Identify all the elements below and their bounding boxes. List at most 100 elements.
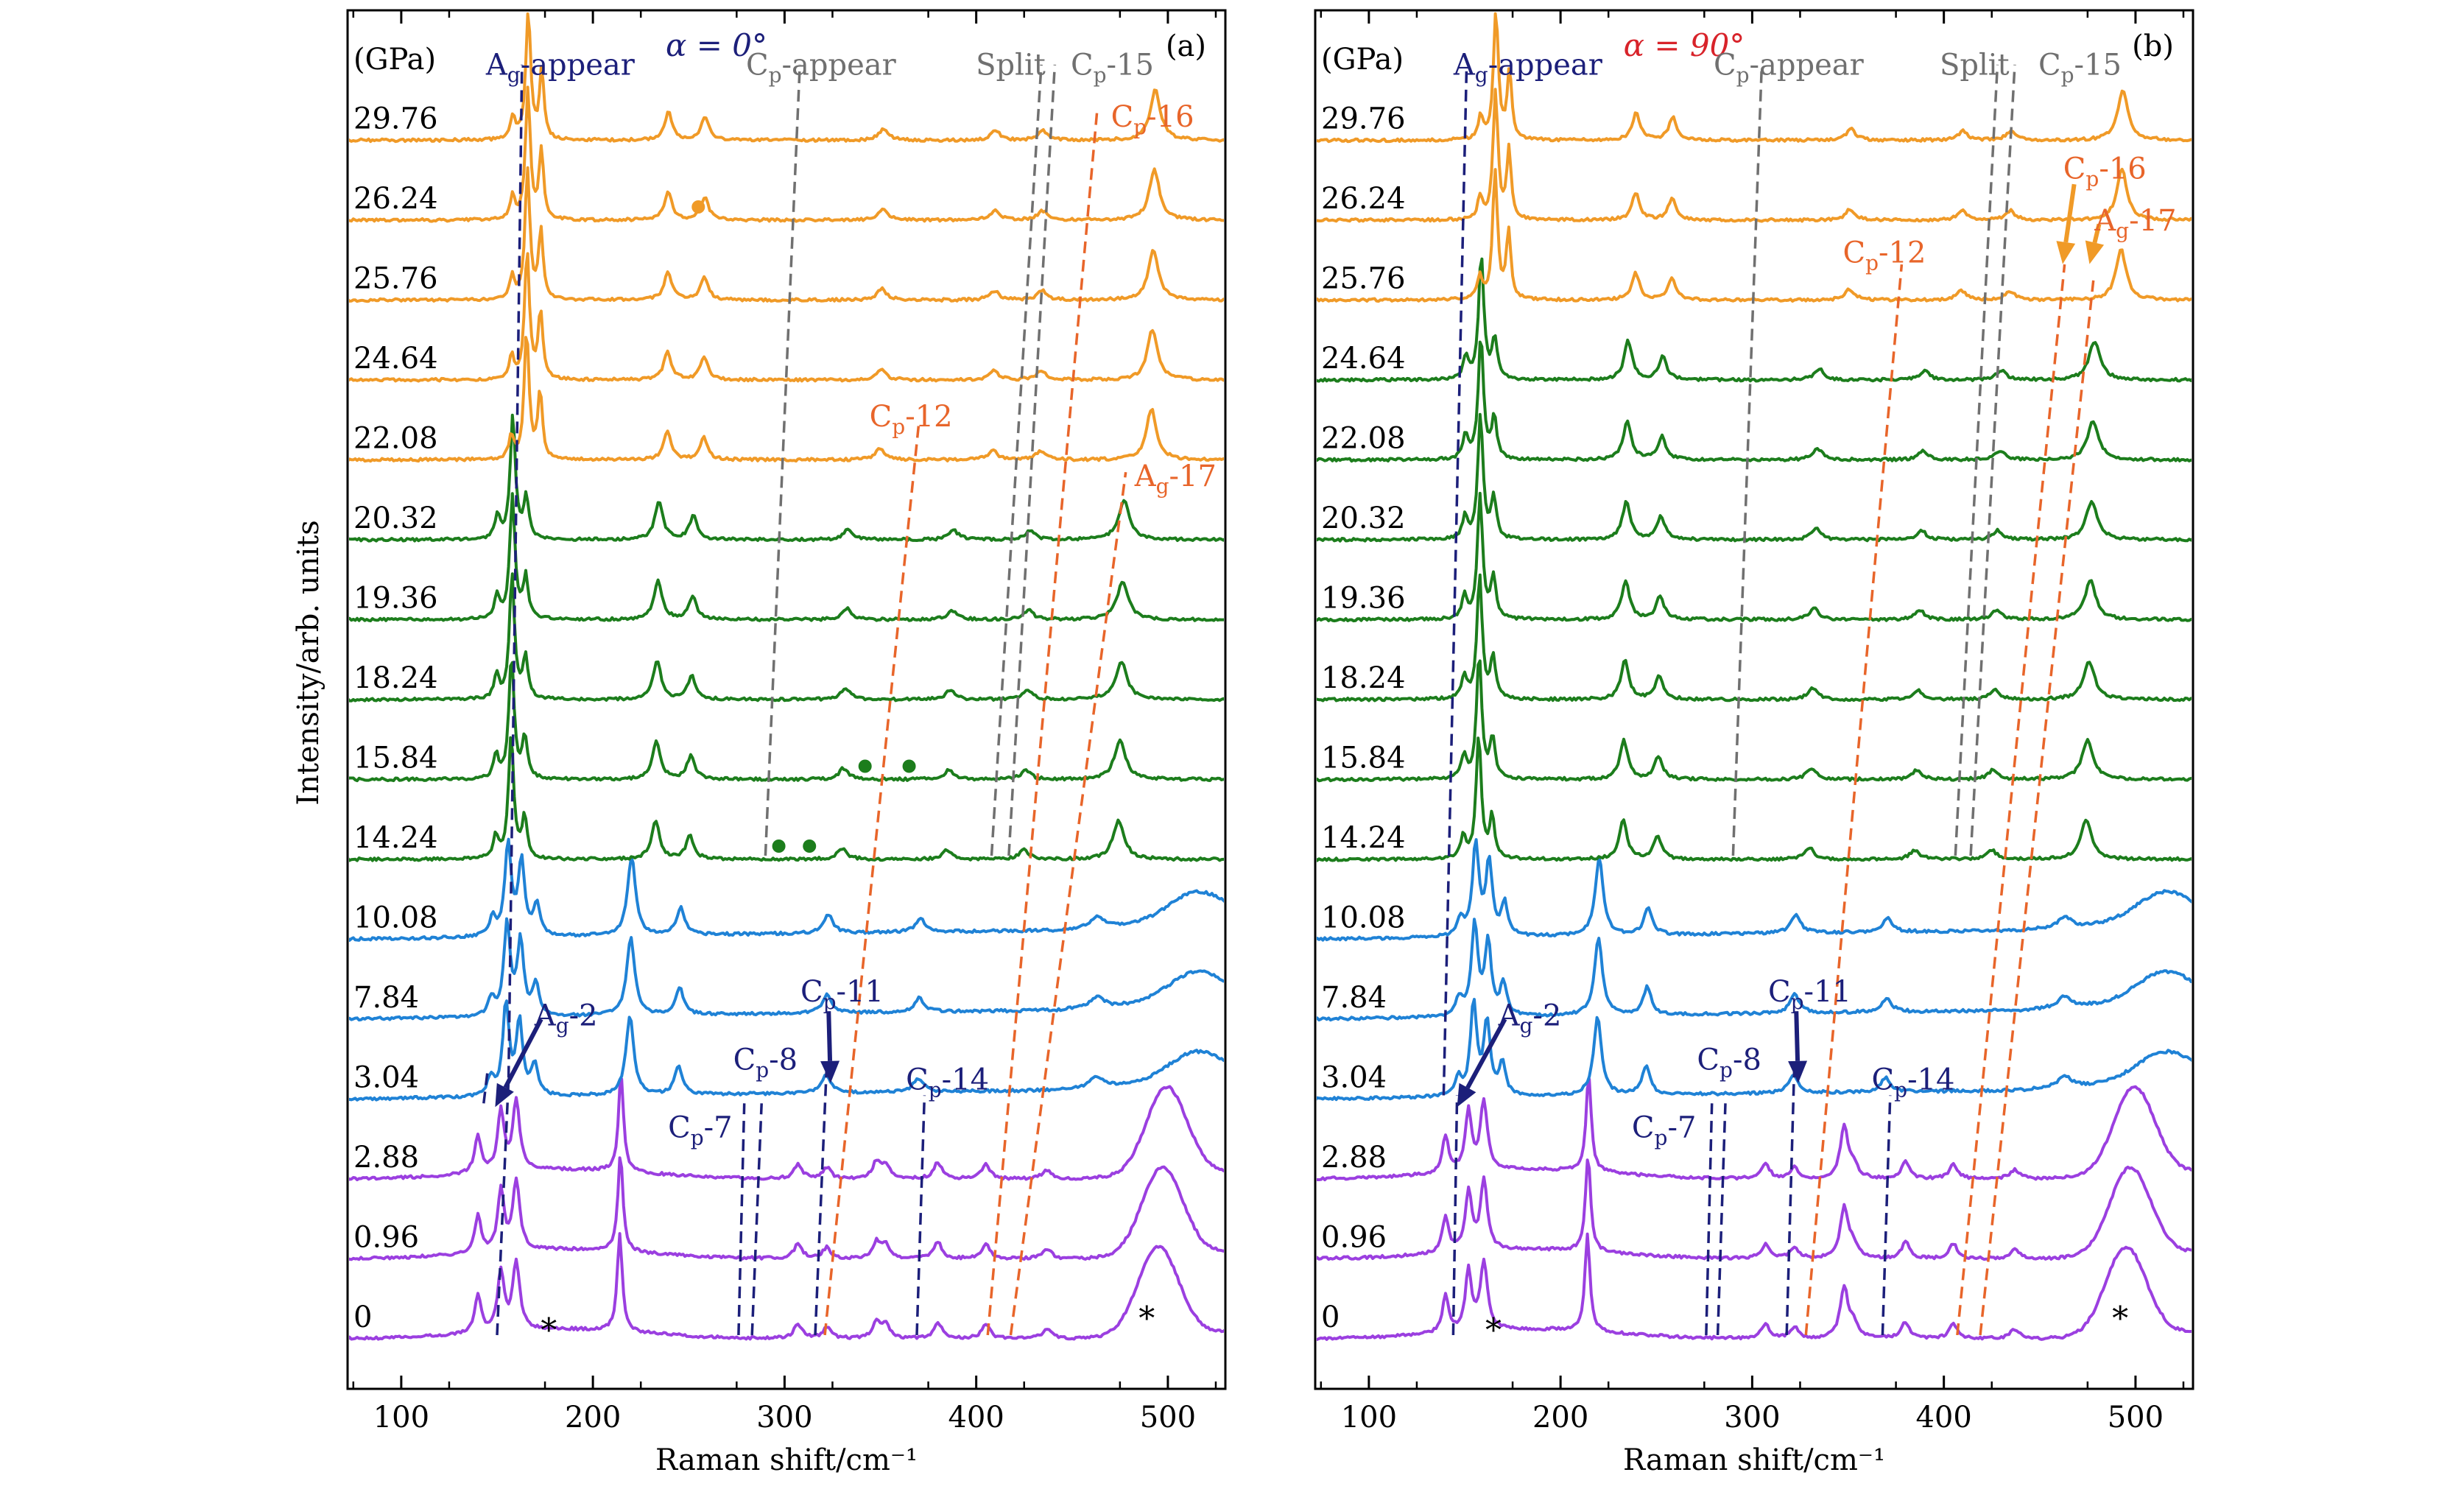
x-tick-label: 200 xyxy=(565,1401,621,1435)
spectrum-15_84 xyxy=(349,661,1224,783)
arrow-head xyxy=(820,1060,840,1083)
mode-label: Cp-16 xyxy=(1111,100,1194,139)
spectrum-14_24 xyxy=(1317,736,2192,862)
mode-guide-line xyxy=(1451,1095,1459,1336)
marker-dot xyxy=(902,759,916,773)
mode-label: Cp-8 xyxy=(733,1043,798,1082)
pressure-label: 29.76 xyxy=(1321,102,1406,136)
pressure-label: 22.08 xyxy=(353,422,438,456)
spectrum-0_96 xyxy=(1317,1158,2192,1261)
panel-b: 100 200 300 400 500 Raman shift/cm⁻¹ * * (GPa) 0 0… xyxy=(1314,9,2194,1477)
mode-label: Ag-17 xyxy=(2094,204,2176,243)
arrow-head xyxy=(1788,1060,1808,1083)
mode-label: Cp-appear xyxy=(1714,48,1865,87)
mode-guide-line xyxy=(1954,64,1999,856)
spectrum-0_96 xyxy=(349,1156,1224,1261)
pressure-label: 3.04 xyxy=(1321,1061,1387,1095)
mode-label: Cp-7 xyxy=(1632,1110,1697,1150)
pressure-label: 26.24 xyxy=(1321,182,1406,216)
spectrum-3_04 xyxy=(349,999,1224,1102)
spectrum-22_08 xyxy=(1317,340,2192,463)
panel-tag: (a) xyxy=(1166,29,1206,63)
spectrum-18_24 xyxy=(1317,573,2192,703)
pressure-label: 10.08 xyxy=(1321,901,1406,935)
mode-label: Cp-appear xyxy=(746,48,897,87)
star-marker: * xyxy=(1138,1300,1155,1337)
panel-a: 100 200 300 400 500 Raman shift/cm⁻¹ * * (GPa) 0 0… xyxy=(346,9,1227,1477)
x-tick-label: 400 xyxy=(948,1401,1004,1435)
panel-tag: (b) xyxy=(2132,29,2174,63)
pressure-label: 14.24 xyxy=(1321,821,1406,855)
x-tick-label: 100 xyxy=(373,1401,429,1435)
x-axis-label: Raman shift/cm⁻¹ xyxy=(655,1443,918,1477)
spectrum-22_08 xyxy=(349,336,1224,463)
spectrum-24_64 xyxy=(1317,257,2192,383)
spectrum-2_88 xyxy=(1317,1077,2192,1182)
mode-guide-line xyxy=(1804,264,1904,1336)
pressure-label: 14.24 xyxy=(353,821,438,855)
arrow-head xyxy=(2056,241,2076,264)
pressure-label: 7.84 xyxy=(353,981,419,1015)
spectrum-0 xyxy=(1317,1232,2192,1341)
arrow-shaft xyxy=(1794,1011,1801,1061)
pressure-label: 15.84 xyxy=(1321,742,1406,775)
mode-guide-line xyxy=(1979,280,2095,1336)
arrow-shaft xyxy=(826,1011,833,1061)
pressure-label: 24.64 xyxy=(353,342,438,376)
plot-frame xyxy=(346,9,1227,1390)
star-marker: * xyxy=(2112,1300,2128,1337)
mode-guide-line xyxy=(1007,64,1057,856)
mode-guide-line xyxy=(1969,64,2016,856)
spectrum-10_08 xyxy=(349,837,1224,942)
mode-guide-line xyxy=(1705,1103,1714,1336)
pressure-label: 0.96 xyxy=(353,1221,419,1255)
pressure-label: 7.84 xyxy=(1321,981,1387,1015)
mode-label: Cp-11 xyxy=(800,975,884,1014)
pressure-label: 20.32 xyxy=(353,501,438,535)
marker-dot xyxy=(691,200,705,214)
star-marker: * xyxy=(1485,1312,1502,1350)
arrow-shaft xyxy=(2092,223,2102,244)
mode-label: Cp-11 xyxy=(1768,975,1851,1014)
spectrum-15_84 xyxy=(1317,659,2192,783)
mode-guide-line xyxy=(750,1103,763,1336)
x-tick-label: 300 xyxy=(756,1401,812,1435)
arrow-head xyxy=(2085,240,2105,264)
mode-guide-line xyxy=(1785,1063,1796,1336)
spectrum-10_08 xyxy=(1317,838,2192,942)
pressure-label: 2.88 xyxy=(353,1141,419,1175)
marker-dot xyxy=(803,839,817,853)
pressure-label: 3.04 xyxy=(353,1061,419,1095)
arrow-shaft xyxy=(1465,1018,1507,1089)
plot-area xyxy=(349,12,1224,1341)
pressure-label: 20.32 xyxy=(1321,501,1406,535)
mode-label: Ag-2 xyxy=(1498,999,1562,1038)
mode-label: Cp-16 xyxy=(2063,152,2147,191)
pressure-label: 0 xyxy=(353,1300,372,1334)
mode-guide-line xyxy=(915,1095,926,1336)
mode-label: Ag-17 xyxy=(1134,460,1217,499)
mode-guide-line xyxy=(1442,64,1468,1096)
pressure-label: 19.36 xyxy=(1321,582,1406,616)
spectrum-7_84 xyxy=(349,917,1224,1022)
pressure-unit-label: (GPa) xyxy=(353,43,436,77)
plot-area xyxy=(1317,12,2192,1341)
mode-guide-line xyxy=(1731,64,1764,856)
mode-guide-line xyxy=(737,1103,746,1336)
mode-label: Ag-appear xyxy=(1453,48,1603,87)
pressure-label: 24.64 xyxy=(1321,342,1406,376)
pressure-label: 18.24 xyxy=(1321,661,1406,695)
x-tick-label: 500 xyxy=(2108,1401,2164,1435)
spectrum-19_36 xyxy=(349,492,1224,623)
pressure-label: 26.24 xyxy=(353,182,438,216)
mode-guide-line xyxy=(1881,1095,1892,1336)
mode-label: Cp-8 xyxy=(1697,1043,1761,1082)
pressure-label: 2.88 xyxy=(1321,1141,1387,1175)
marker-dot xyxy=(858,759,872,773)
pressure-label: 29.76 xyxy=(353,102,438,136)
arrow-head xyxy=(1457,1083,1476,1108)
mode-label: Cp-15 xyxy=(1071,48,1154,87)
spectrum-26_24 xyxy=(1317,88,2192,223)
mode-label: Cp-14 xyxy=(1872,1063,1955,1102)
